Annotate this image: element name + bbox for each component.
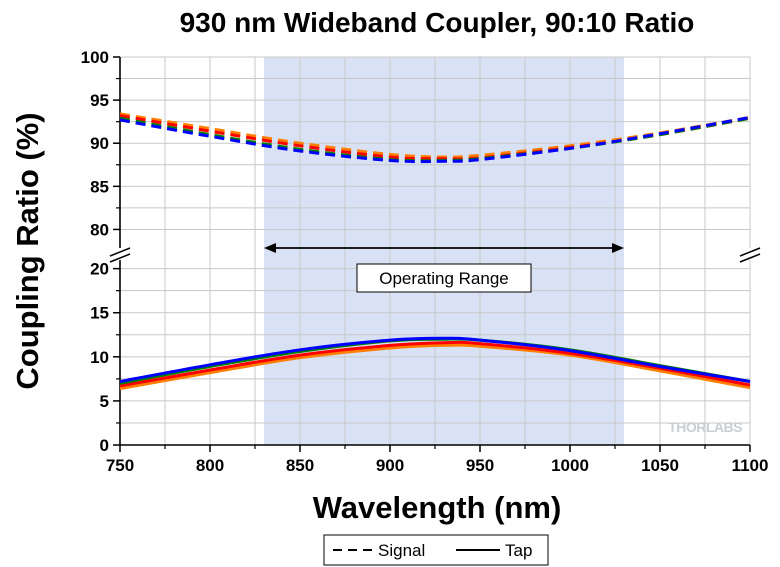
x-tick-label: 950: [466, 456, 494, 475]
annotation-label: Operating Range: [379, 269, 508, 288]
y-tick-label: 0: [100, 436, 109, 455]
legend: Signal Tap: [323, 534, 549, 566]
thorlabs-watermark: THORLABS: [668, 419, 742, 435]
y-tick-label: 10: [90, 348, 109, 367]
legend-label-tap: Tap: [505, 541, 532, 560]
legend-label-signal: Signal: [378, 541, 425, 560]
signal-curve: [119, 114, 751, 161]
y-tick-label: 80: [90, 220, 109, 239]
arrowhead-left: [264, 243, 276, 253]
x-tick-label: 750: [106, 456, 134, 475]
x-axis-title: Wavelength (nm): [313, 490, 562, 525]
x-tick-label: 1100: [732, 456, 769, 475]
axis-break-mark: [739, 247, 761, 257]
y-tick-label: 95: [90, 91, 109, 110]
arrowhead-right: [612, 243, 624, 253]
tap-curve: [119, 336, 751, 383]
x-tick-label: 1050: [641, 456, 679, 475]
x-tick-label: 850: [286, 456, 314, 475]
y-tick-label: 90: [90, 134, 109, 153]
plot-area: 750 800 850 900 950 1000 1050 11008085909510005…: [81, 48, 769, 475]
y-tick-label: 100: [81, 48, 109, 67]
chart-title: 930 nm Wideband Coupler, 90:10 Ratio: [180, 7, 695, 38]
signal-curve: [119, 112, 751, 159]
axis-break-mark: [109, 247, 131, 257]
annotation-box: [356, 263, 532, 293]
legend-box: [323, 534, 549, 566]
signal-curve: [119, 115, 751, 164]
axis-break-mark: [109, 253, 131, 263]
y-tick-label: 15: [90, 304, 109, 323]
tap-curve: [119, 340, 751, 388]
y-tick-label: 20: [90, 260, 109, 279]
x-tick-label: 1000: [551, 456, 589, 475]
x-tick-label: 900: [376, 456, 404, 475]
axis-break-mark: [739, 253, 761, 263]
tap-curve: [119, 343, 751, 391]
y-tick-label: 85: [90, 177, 109, 196]
y-tick-label: 5: [100, 392, 109, 411]
y-axis-title: Coupling Ratio (%): [10, 112, 45, 389]
x-tick-label: 800: [196, 456, 224, 475]
